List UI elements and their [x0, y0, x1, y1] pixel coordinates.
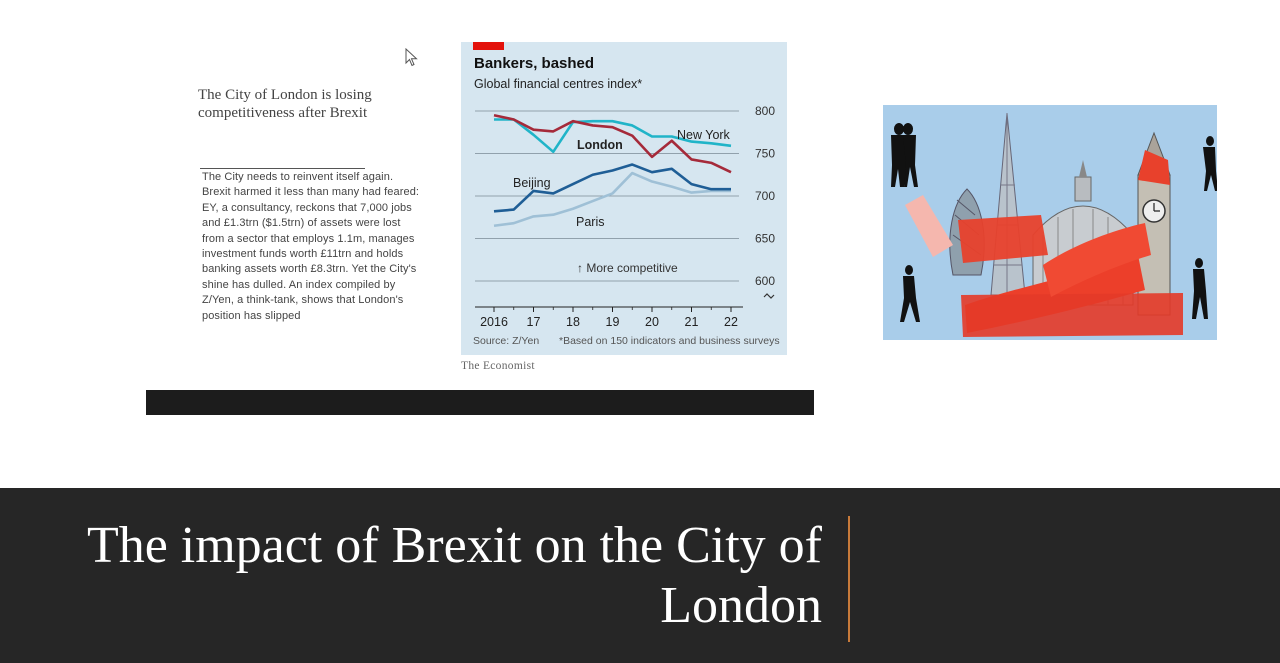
article-headline-block: The City of London is losing competitive…	[198, 86, 428, 122]
chart-series-lines	[493, 113, 732, 228]
mouse-pointer-icon	[405, 48, 418, 67]
x-tick-label: 2016	[480, 315, 508, 329]
series-line-paris	[493, 171, 731, 228]
title-band	[0, 488, 1280, 663]
chart-subtitle: Global financial centres index*	[474, 77, 643, 91]
x-tick-label: 18	[566, 315, 580, 329]
y-tick-label: 750	[755, 147, 775, 161]
series-line-london	[493, 113, 732, 174]
y-tick-label: 700	[755, 189, 775, 203]
title-accent-line	[848, 516, 850, 642]
y-axis-tick-labels: 600 650 700 750 800	[755, 104, 775, 288]
series-label: New York	[677, 128, 731, 142]
divider	[200, 168, 365, 169]
x-tick-label: 19	[606, 315, 620, 329]
article-headline: The City of London is losing competitive…	[198, 87, 372, 121]
publisher-credit: The Economist	[461, 360, 535, 372]
x-tick-label: 20	[645, 315, 659, 329]
y-tick-label: 600	[755, 274, 775, 288]
black-bar	[146, 390, 814, 415]
chart-title: Bankers, bashed	[474, 55, 595, 72]
series-line-beijing	[493, 163, 731, 213]
chart-footnote: *Based on 150 indicators and business su…	[559, 335, 780, 347]
series-label: London	[577, 138, 623, 152]
series-label: Paris	[576, 215, 604, 229]
chart-source: Source: Z/Yen	[473, 335, 540, 347]
y-tick-label: 800	[755, 104, 775, 118]
chart-panel	[461, 42, 787, 355]
series-line-new-york	[494, 118, 732, 154]
axis-break-icon	[763, 293, 775, 299]
city-of-london-illustration	[883, 105, 1217, 340]
x-tick-label: 17	[527, 315, 541, 329]
slide-title: The impact of Brexit on the City of Lond…	[86, 517, 822, 634]
x-tick-label: 21	[685, 315, 699, 329]
economist-red-tab	[473, 42, 504, 50]
x-axis: 2016 17 18 19 20 21 22	[475, 306, 743, 329]
chart-annotation: ↑ More competitive	[577, 261, 678, 275]
y-tick-label: 650	[755, 232, 775, 246]
line-chart: 600 650 700 750 800 London New York Beijing Par…	[475, 104, 775, 329]
x-tick-label: 22	[724, 315, 738, 329]
series-labels: London New York Beijing Paris	[513, 128, 731, 229]
series-label: Beijing	[513, 176, 551, 190]
article-body: The City needs to reinvent itself again.…	[202, 171, 420, 322]
